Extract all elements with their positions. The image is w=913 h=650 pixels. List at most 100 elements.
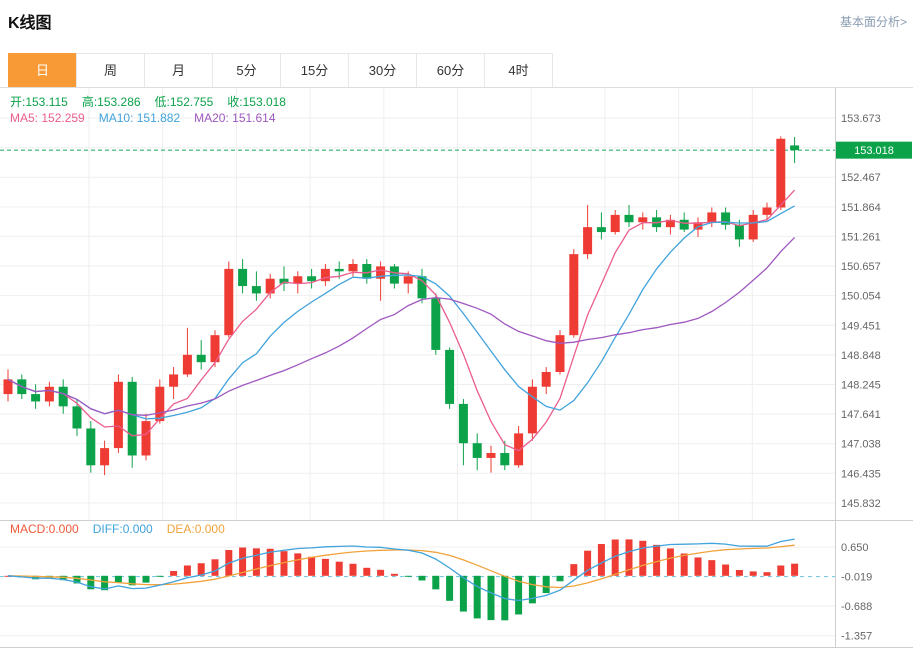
macd-histogram-bar [59,575,67,581]
candle-body [307,276,317,282]
macd-histogram-bar [128,575,136,586]
macd-histogram-bar [101,575,109,591]
current-price-tag-label: 153.018 [854,145,894,157]
candle-body [210,335,220,363]
macd-histogram-bar [266,548,274,576]
price-axis-label: 148.848 [841,350,881,362]
candle-body [113,381,123,449]
macd-histogram-bar [611,539,619,576]
macd-histogram-bar [528,575,536,604]
candle-body [748,214,758,240]
candle-body [527,386,537,434]
macd-histogram-bar [570,564,578,576]
candle-body [458,403,468,444]
macd-histogram-bar [735,570,743,576]
macd-axis-label: -0.019 [841,572,872,584]
macd-histogram-bar [791,563,799,576]
candle-body [734,224,744,240]
macd-axis-label: 0.650 [841,542,869,554]
candle-body [320,268,330,282]
price-axis-label: 151.864 [841,202,881,214]
tab-30min[interactable]: 30分 [348,53,417,88]
macd-histogram-bar [694,557,702,576]
candle-body [100,448,110,466]
candle-body [376,266,386,279]
candle-body [141,421,151,456]
candle-body [555,335,565,372]
macd-histogram-bar [349,563,357,576]
macd-histogram-bar [280,551,288,576]
macd-histogram-bar [597,544,605,576]
macd-histogram-bar [87,575,95,590]
candle-body [403,276,413,284]
tab-day[interactable]: 日 [8,53,77,88]
candle-body [721,212,731,225]
candle-body [693,222,703,230]
macd-histogram-bar [363,567,371,576]
candle-body [596,227,606,233]
candle-body [445,349,455,404]
price-axis-label: 150.657 [841,261,881,273]
diff-line [7,538,795,602]
candle-body [293,276,303,284]
macd-histogram-bar [487,575,495,621]
price-axis-label: 147.038 [841,439,881,451]
candle-body [665,219,675,228]
tab-60min[interactable]: 60分 [416,53,485,88]
macd-histogram-bar [335,561,343,576]
macd-histogram-bar [377,569,385,576]
candle-body [238,268,248,287]
macd-histogram-bar [653,544,661,576]
macd-histogram-bar [584,550,592,576]
macd-histogram-bar [73,575,81,584]
macd-histogram-bar [432,575,440,590]
candle-body [31,394,41,402]
price-axis-label: 148.245 [841,379,881,391]
macd-histogram-bar [708,560,716,576]
macd-histogram-bar [294,553,302,576]
ma10-line [7,205,795,420]
price-axis-label: 147.641 [841,409,881,421]
candle-body [169,374,179,387]
candle-body [72,406,82,429]
candle-body [707,212,717,223]
candle-body [44,386,54,402]
macd-histogram-bar [749,571,757,576]
macd-histogram-bar [473,575,481,619]
candle-body [86,428,96,466]
macd-histogram-bar [556,575,564,582]
tab-4hour[interactable]: 4时 [484,53,553,88]
macd-histogram-bar [170,571,178,576]
tab-5min[interactable]: 5分 [212,53,281,88]
macd-histogram-bar [777,565,785,576]
candle-body [362,263,372,279]
candle-body [610,214,620,233]
tab-week[interactable]: 周 [76,53,145,88]
macd-histogram-bar [680,553,688,576]
macd-histogram-bar [639,540,647,576]
candle-body [679,219,689,230]
kline-chart[interactable]: 153.673 152.467 151.864 151.261 150.657 150.0… [0,88,913,650]
candle-body [776,138,786,208]
macd-histogram-bar [252,548,260,576]
candle-body [486,453,496,458]
macd-histogram-bar [459,575,467,612]
macd-histogram-bar [142,575,150,583]
candle-body [569,254,579,336]
fundamental-analysis-link[interactable]: 基本面分析> [839,15,907,29]
tab-month[interactable]: 月 [144,53,213,88]
candle-body [155,386,165,422]
candle-body [348,263,358,272]
candle-body [638,217,648,223]
tab-15min[interactable]: 15分 [280,53,349,88]
candle-body [624,214,634,223]
candle-body [334,268,344,272]
dea-line [7,544,795,589]
candle-body [224,268,234,336]
candle-body [790,145,800,151]
macd-histogram-bar [183,565,191,576]
macd-histogram-bar [114,575,122,583]
macd-histogram-bar [722,564,730,576]
price-axis-label: 145.832 [841,498,881,510]
candle-body [127,381,137,456]
